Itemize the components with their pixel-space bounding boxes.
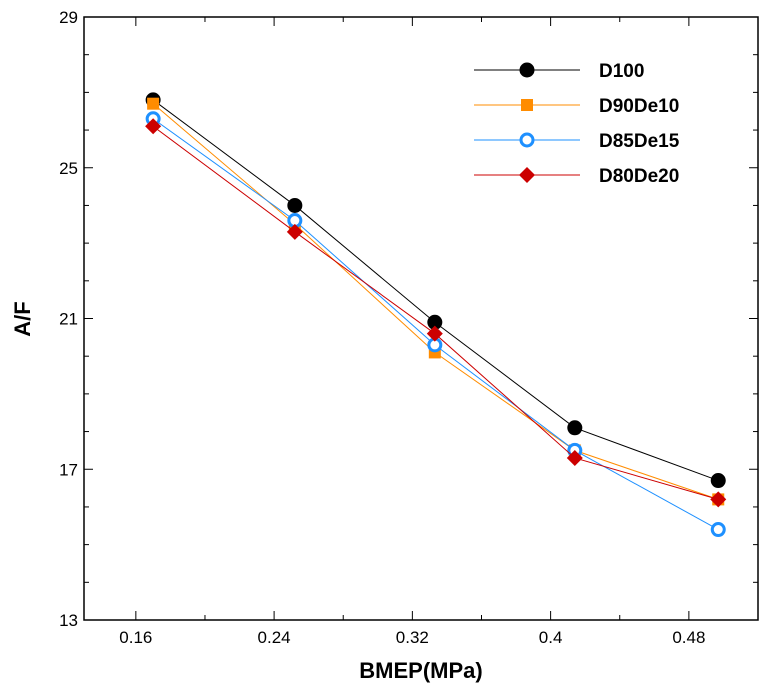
- x-tick-label: 0.16: [119, 628, 152, 647]
- data-point-d100: [287, 197, 303, 213]
- legend-item-d85de15: D85De15: [474, 131, 680, 152]
- y-tick-label: 29: [59, 8, 78, 27]
- x-tick-label: 0.32: [396, 628, 429, 647]
- data-point-d85de15: [710, 522, 726, 538]
- series-d80de20: [145, 118, 727, 508]
- y-tick-label: 25: [59, 159, 78, 178]
- data-point-d80de20: [426, 325, 443, 342]
- x-axis-title: BMEP(MPa): [359, 658, 482, 683]
- y-tick-label: 13: [59, 611, 78, 630]
- legend-item-d90de10: D90De10: [474, 96, 679, 117]
- data-point-d80de20: [566, 449, 583, 466]
- x-tick-label: 0.48: [672, 628, 705, 647]
- legend-item-d100: D100: [474, 61, 644, 82]
- series-layer: [145, 92, 727, 538]
- legend-label: D85De15: [599, 131, 680, 152]
- series-d100: [145, 92, 726, 489]
- data-point-d100: [710, 473, 726, 489]
- y-tick-label: 21: [59, 310, 78, 329]
- data-point-d90de10: [147, 97, 160, 110]
- data-point-d80de20: [145, 118, 162, 135]
- x-tick-label: 0.24: [258, 628, 291, 647]
- legend-label: D100: [599, 61, 644, 82]
- y-axis-title: A/F: [10, 301, 35, 336]
- legend-marker: [521, 99, 533, 111]
- legend-marker: [519, 167, 535, 183]
- axis-ticks: 0.16 0.24 0.32 0.4 0.48 13 17 21 25 29: [59, 8, 758, 647]
- series-d90de10: [147, 97, 725, 506]
- legend-label: D80De20: [599, 166, 679, 187]
- y-tick-label: 17: [59, 460, 78, 479]
- legend-label: D90De10: [599, 96, 679, 117]
- data-point-d80de20: [710, 491, 727, 508]
- series-line-d100: [152, 99, 719, 482]
- data-point-d100: [567, 420, 583, 436]
- legend-item-d80de20: D80De20: [474, 166, 679, 187]
- legend: D100 D90De10 D85De15 D80De20: [474, 61, 680, 187]
- legend-marker: [519, 62, 535, 78]
- legend-marker: [519, 132, 535, 148]
- x-tick-label: 0.4: [539, 628, 563, 647]
- data-point-d80de20: [286, 223, 303, 240]
